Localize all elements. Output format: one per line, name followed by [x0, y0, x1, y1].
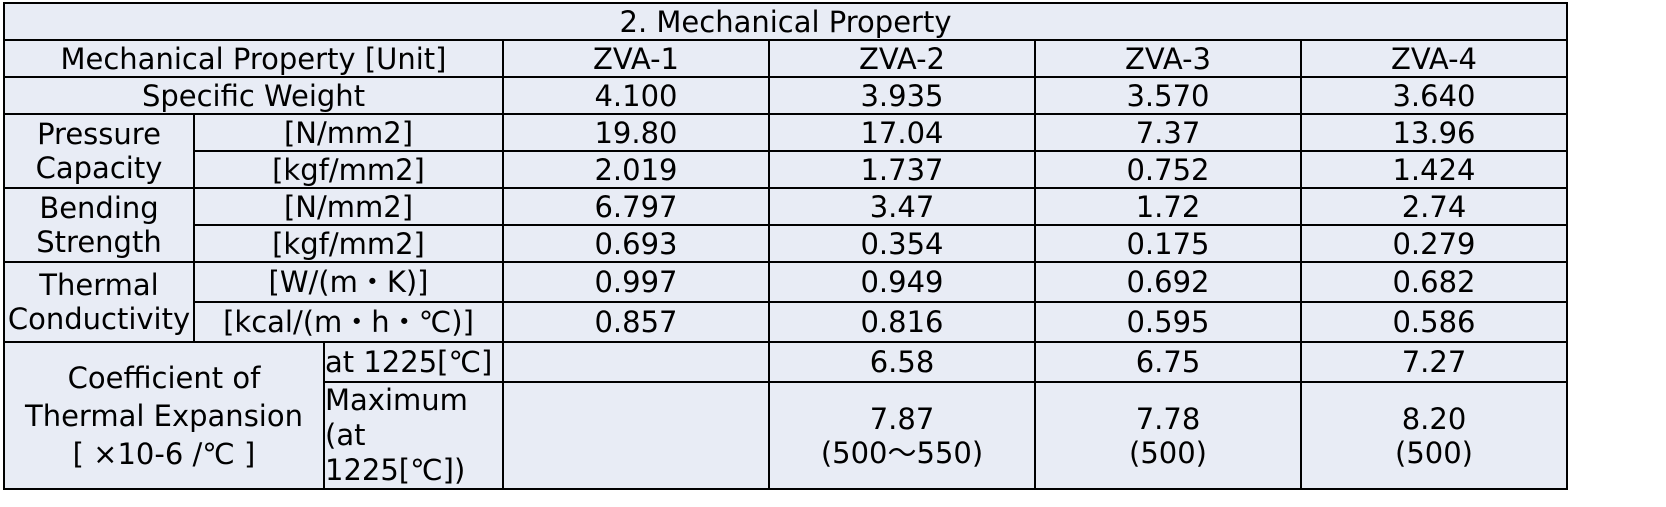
table-row-bending-n: Bending Strength [N/mm2] 6.797 3.47 1.72… [3, 187, 1568, 263]
table-cell: 1.424 [1300, 150, 1568, 189]
table-header-row: Mechanical Property [Unit] ZVA-1 ZVA-2 Z… [3, 39, 1568, 78]
table-row-thermal-kcal: [kcal/(m・h・℃)] 0.857 0.816 0.595 0.586 [4, 301, 1568, 343]
table-cell: 7.27 [1300, 341, 1568, 383]
cell-value: 8.20 [1401, 401, 1467, 436]
table-row-expansion-max: Maximum (at 1225[℃]) 7.87 (500～550) 7.78… [4, 381, 1568, 490]
header-zva-4: ZVA-4 [1300, 39, 1568, 78]
condition-label-line3: 1225[℃]) [325, 453, 466, 487]
table-row-pressure-n: Pressure Capacity [N/mm2] 19.80 17.04 7.… [3, 113, 1568, 189]
thermal-conductivity-label-line1: Thermal [39, 268, 159, 302]
table-cell: 13.96 [1300, 113, 1568, 152]
table-cell: 0.595 [1034, 301, 1302, 343]
specific-weight-label: Specific Weight [3, 76, 504, 115]
cell-range: (500) [1129, 435, 1207, 470]
table-row-expansion-1225: Coefficient of Thermal Expansion [ ×10-6… [3, 341, 1568, 490]
pressure-capacity-label: Pressure Capacity [3, 113, 195, 189]
table-cell: 8.20 (500) [1300, 381, 1568, 490]
table-cell: 6.58 [768, 341, 1036, 383]
pressure-capacity-label-line2: Capacity [35, 151, 163, 185]
condition-label-maximum: Maximum (at 1225[℃]) [323, 381, 504, 490]
table-cell: 0.949 [768, 261, 1036, 303]
condition-label-line2: (at [325, 418, 366, 452]
cell-value: 7.87 [869, 401, 935, 436]
table-cell: 1.72 [1034, 187, 1302, 226]
bending-strength-label-line1: Bending [39, 191, 159, 225]
table-cell: 0.279 [1300, 224, 1568, 263]
table-cell [502, 341, 770, 383]
table-cell: 0.816 [768, 301, 1036, 343]
table-cell: 3.570 [1034, 76, 1302, 115]
table-cell: 7.78 (500) [1034, 381, 1302, 490]
header-zva-1: ZVA-1 [502, 39, 770, 78]
table-cell: 2.019 [502, 150, 770, 189]
table-cell: 0.997 [502, 261, 770, 303]
header-zva-3: ZVA-3 [1034, 39, 1302, 78]
header-property-unit: Mechanical Property [Unit] [3, 39, 504, 78]
unit-label: [kgf/mm2] [193, 150, 504, 189]
table-cell: 7.37 [1034, 113, 1302, 152]
unit-label: [W/(m・K)] [193, 261, 504, 303]
cell-value: 7.78 [1135, 401, 1201, 436]
pressure-capacity-label-line1: Pressure [37, 117, 161, 151]
table-cell: 4.100 [502, 76, 770, 115]
table-cell: 6.797 [502, 187, 770, 226]
table-cell: 3.640 [1300, 76, 1568, 115]
thermal-conductivity-label: Thermal Conductivity [3, 261, 195, 343]
condition-label: at 1225[℃] [323, 341, 504, 383]
unit-label: [N/mm2] [193, 113, 504, 152]
table-title-row: 2. Mechanical Property [3, 2, 1568, 41]
cell-range: (500) [1395, 435, 1473, 470]
thermal-expansion-label-line2: Thermal Expansion [25, 398, 303, 433]
table-row-bending-kgf: [kgf/mm2] 0.693 0.354 0.175 0.279 [4, 224, 1568, 263]
table-cell [502, 381, 770, 490]
table-cell: 1.737 [768, 150, 1036, 189]
table-row-pressure-kgf: [kgf/mm2] 2.019 1.737 0.752 1.424 [4, 150, 1568, 189]
table-cell: 0.354 [768, 224, 1036, 263]
table-cell: 0.682 [1300, 261, 1568, 303]
thermal-expansion-label-line3: [ ×10-6 /℃ ] [72, 436, 256, 471]
table-cell: 2.74 [1300, 187, 1568, 226]
unit-label: [kgf/mm2] [193, 224, 504, 263]
table-row-specific-weight: Specific Weight 4.100 3.935 3.570 3.640 [3, 76, 1568, 115]
table-cell: 3.47 [768, 187, 1036, 226]
table-cell: 0.175 [1034, 224, 1302, 263]
table-cell: 19.80 [502, 113, 770, 152]
thermal-expansion-label-line1: Coefficient of [67, 360, 261, 395]
table-row-thermal-w: Thermal Conductivity [W/(m・K)] 0.997 0.9… [3, 261, 1568, 343]
condition-label-line1: Maximum [325, 383, 468, 417]
table-cell: 0.692 [1034, 261, 1302, 303]
thermal-conductivity-label-line2: Conductivity [7, 302, 191, 336]
thermal-expansion-label: Coefficient of Thermal Expansion [ ×10-6… [3, 341, 325, 490]
mechanical-property-table: 2. Mechanical Property Mechanical Proper… [3, 2, 1568, 490]
bending-strength-label: Bending Strength [3, 187, 195, 263]
table-title: 2. Mechanical Property [3, 2, 1568, 41]
unit-label: [N/mm2] [193, 187, 504, 226]
unit-label: [kcal/(m・h・℃)] [193, 301, 504, 343]
table-cell: 0.752 [1034, 150, 1302, 189]
table-cell: 17.04 [768, 113, 1036, 152]
table-cell: 0.586 [1300, 301, 1568, 343]
table-cell: 7.87 (500～550) [768, 381, 1036, 490]
table-cell: 0.693 [502, 224, 770, 263]
table-cell: 0.857 [502, 301, 770, 343]
table-cell: 3.935 [768, 76, 1036, 115]
table-cell: 6.75 [1034, 341, 1302, 383]
header-zva-2: ZVA-2 [768, 39, 1036, 78]
cell-range: (500～550) [820, 435, 984, 470]
bending-strength-label-line2: Strength [36, 225, 162, 259]
